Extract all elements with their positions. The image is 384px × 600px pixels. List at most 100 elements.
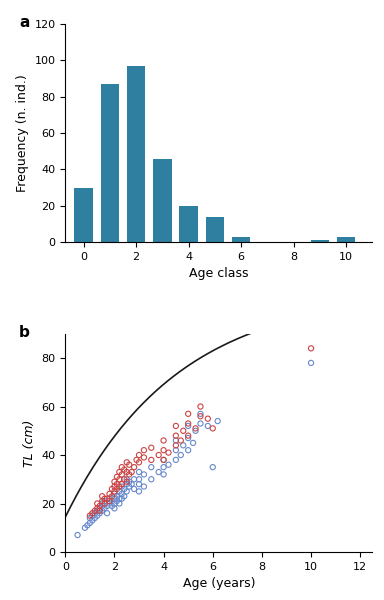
Bar [311,241,329,242]
Point [101,494,108,503]
Point [119,470,125,479]
Point [185,445,191,455]
Point [178,450,184,460]
Point [131,475,137,484]
Point [124,475,130,484]
Bar [127,66,146,242]
Point [89,508,95,518]
Bar [153,158,172,242]
Point [148,475,154,484]
Point [161,455,167,464]
Point [197,402,204,412]
Point [101,496,108,506]
Point [106,489,113,499]
Text: a: a [19,15,30,30]
Point [126,482,132,491]
Point [89,511,95,520]
Point [111,489,118,499]
Point [99,506,105,515]
Point [92,506,98,515]
Bar [206,217,224,242]
X-axis label: Age class: Age class [189,268,248,280]
Point [116,467,122,477]
Point [148,455,154,464]
Point [94,503,100,513]
Point [166,448,172,457]
Point [180,426,186,436]
Point [131,463,137,472]
Point [121,475,127,484]
Point [104,494,110,503]
Point [119,494,125,503]
Point [114,484,120,494]
Point [192,424,199,433]
Point [141,470,147,479]
Point [97,508,103,518]
Point [148,443,154,452]
Point [124,477,130,487]
Point [308,344,314,353]
Point [99,501,105,511]
Point [156,450,162,460]
Point [185,431,191,440]
Point [148,463,154,472]
Point [106,494,113,503]
Point [205,421,211,431]
Point [87,511,93,520]
Point [161,463,167,472]
Point [87,518,93,528]
Point [114,472,120,482]
Bar [179,206,198,242]
Point [136,458,142,467]
Point [109,496,115,506]
Point [129,479,135,489]
Point [124,458,130,467]
Point [136,487,142,496]
Point [185,433,191,443]
Point [87,513,93,523]
Point [192,426,199,436]
Point [180,440,186,450]
Point [116,487,122,496]
Point [136,450,142,460]
Point [121,484,127,494]
Point [92,508,98,518]
Bar [232,237,250,242]
Point [104,508,110,518]
Point [111,499,118,508]
Point [210,424,216,433]
Point [106,496,113,506]
Point [92,513,98,523]
Bar [101,84,119,242]
Point [111,487,118,496]
Point [94,511,100,520]
Point [190,438,196,448]
Point [111,503,118,513]
Point [116,499,122,508]
Point [99,496,105,506]
Point [185,419,191,428]
Y-axis label: TL (cm): TL (cm) [23,419,36,467]
Point [99,499,105,508]
Point [119,463,125,472]
Point [82,523,88,533]
Point [210,463,216,472]
Point [89,515,95,525]
Point [94,506,100,515]
Point [161,455,167,464]
Point [119,479,125,489]
Point [114,479,120,489]
Point [173,455,179,464]
Text: b: b [19,325,30,340]
Point [109,491,115,501]
Bar [337,237,356,242]
Point [124,479,130,489]
Point [111,477,118,487]
Point [121,491,127,501]
Point [173,431,179,440]
Point [104,501,110,511]
Point [173,440,179,450]
Point [161,470,167,479]
Point [205,414,211,424]
Point [99,491,105,501]
